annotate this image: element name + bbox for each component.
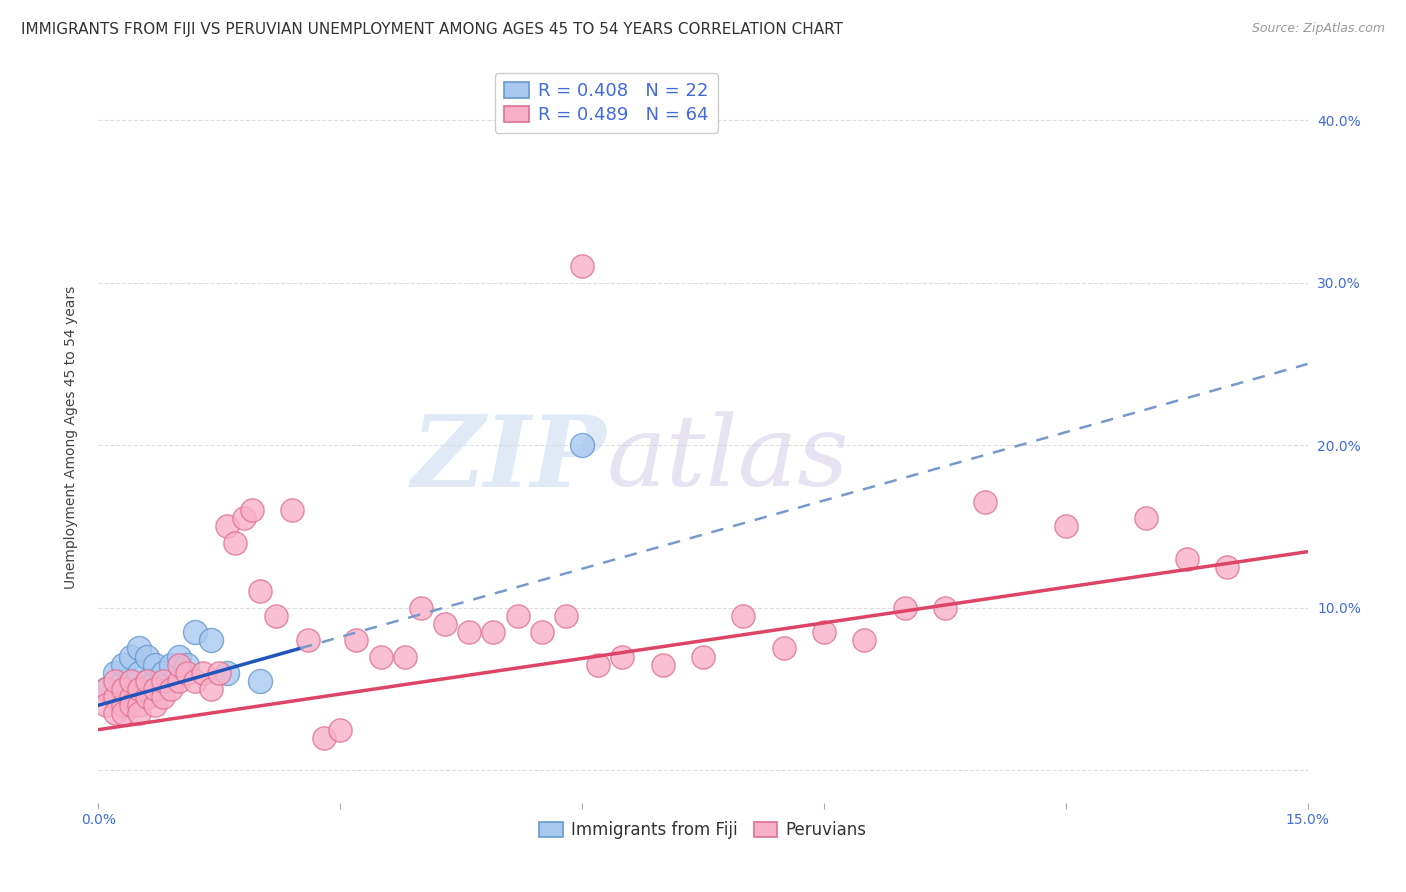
Point	[651, 657, 673, 672]
Point	[1216, 560, 1239, 574]
Point	[120, 681, 142, 696]
Point	[217, 665, 239, 680]
Point	[160, 657, 183, 672]
Point	[128, 698, 150, 713]
Point	[128, 641, 150, 656]
Point	[893, 600, 915, 615]
Point	[96, 681, 118, 696]
Point	[1054, 519, 1077, 533]
Text: atlas: atlas	[606, 411, 849, 507]
Text: Source: ZipAtlas.com: Source: ZipAtlas.com	[1251, 22, 1385, 36]
Point	[409, 600, 432, 615]
Point	[200, 633, 222, 648]
Legend: Immigrants from Fiji, Peruvians: Immigrants from Fiji, Peruvians	[533, 814, 873, 846]
Point	[96, 681, 118, 696]
Point	[96, 698, 118, 713]
Point	[934, 600, 956, 615]
Point	[232, 511, 254, 525]
Point	[143, 698, 166, 713]
Point	[176, 665, 198, 680]
Point	[111, 698, 134, 713]
Point	[733, 608, 755, 623]
Point	[394, 649, 416, 664]
Point	[128, 665, 150, 680]
Point	[135, 673, 157, 688]
Point	[135, 690, 157, 705]
Point	[103, 665, 125, 680]
Point	[240, 503, 263, 517]
Point	[208, 665, 231, 680]
Point	[249, 673, 271, 688]
Point	[482, 625, 505, 640]
Point	[692, 649, 714, 664]
Point	[297, 633, 319, 648]
Point	[772, 641, 794, 656]
Point	[120, 698, 142, 713]
Point	[249, 584, 271, 599]
Point	[314, 731, 336, 745]
Point	[193, 665, 215, 680]
Point	[167, 649, 190, 664]
Point	[184, 673, 207, 688]
Point	[1175, 552, 1198, 566]
Point	[143, 657, 166, 672]
Point	[135, 673, 157, 688]
Point	[853, 633, 876, 648]
Point	[111, 681, 134, 696]
Point	[128, 681, 150, 696]
Point	[329, 723, 352, 737]
Point	[530, 625, 553, 640]
Point	[103, 690, 125, 705]
Point	[103, 673, 125, 688]
Text: IMMIGRANTS FROM FIJI VS PERUVIAN UNEMPLOYMENT AMONG AGES 45 TO 54 YEARS CORRELAT: IMMIGRANTS FROM FIJI VS PERUVIAN UNEMPLO…	[21, 22, 844, 37]
Point	[612, 649, 634, 664]
Point	[281, 503, 304, 517]
Point	[143, 673, 166, 688]
Point	[813, 625, 835, 640]
Point	[224, 535, 246, 549]
Point	[111, 673, 134, 688]
Point	[370, 649, 392, 664]
Point	[152, 673, 174, 688]
Point	[160, 681, 183, 696]
Point	[344, 633, 367, 648]
Point	[1135, 511, 1157, 525]
Point	[103, 706, 125, 721]
Point	[458, 625, 481, 640]
Point	[111, 706, 134, 721]
Point	[167, 673, 190, 688]
Point	[571, 438, 593, 452]
Point	[128, 706, 150, 721]
Point	[111, 657, 134, 672]
Point	[974, 495, 997, 509]
Point	[103, 690, 125, 705]
Point	[135, 649, 157, 664]
Point	[264, 608, 287, 623]
Point	[120, 673, 142, 688]
Point	[152, 690, 174, 705]
Point	[506, 608, 529, 623]
Y-axis label: Unemployment Among Ages 45 to 54 years: Unemployment Among Ages 45 to 54 years	[63, 285, 77, 589]
Point	[120, 690, 142, 705]
Point	[200, 681, 222, 696]
Point	[555, 608, 578, 623]
Point	[571, 260, 593, 274]
Point	[586, 657, 609, 672]
Point	[120, 649, 142, 664]
Point	[152, 665, 174, 680]
Text: ZIP: ZIP	[412, 411, 606, 508]
Point	[143, 681, 166, 696]
Point	[167, 657, 190, 672]
Point	[217, 519, 239, 533]
Point	[434, 617, 457, 632]
Point	[176, 657, 198, 672]
Point	[184, 625, 207, 640]
